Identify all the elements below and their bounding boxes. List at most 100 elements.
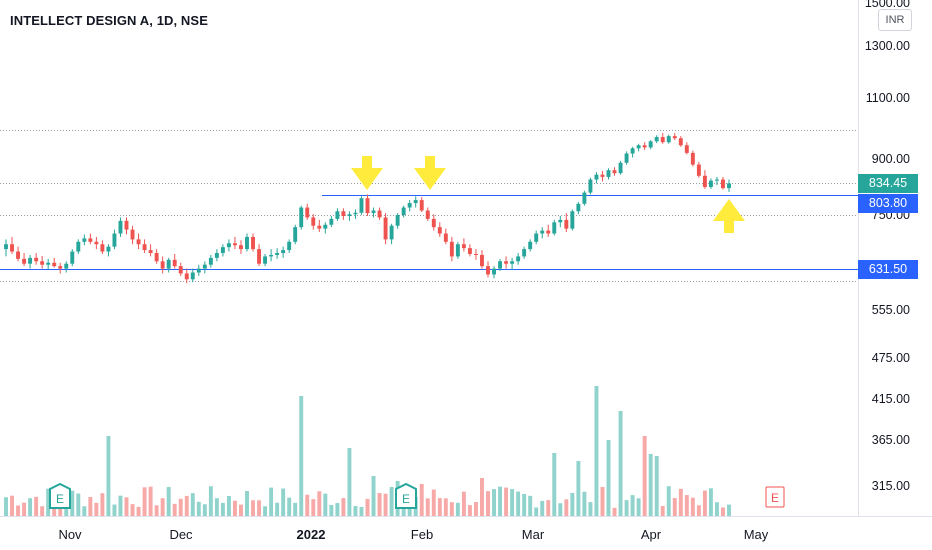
candle-body — [365, 198, 370, 214]
volume-bar — [136, 506, 141, 516]
candle-body — [389, 225, 394, 240]
volume-bar — [727, 504, 731, 516]
candle-body — [329, 218, 334, 225]
candle-body — [22, 258, 27, 264]
currency-selector[interactable]: INR — [878, 9, 912, 31]
candle-body — [160, 261, 165, 269]
volume-bar — [142, 487, 147, 516]
candle-body — [136, 239, 141, 245]
volume-bar — [4, 497, 8, 516]
candle-body — [10, 244, 14, 252]
earnings-marker-icon: E — [395, 482, 417, 509]
earnings-marker-icon: E — [765, 486, 785, 508]
volume-bar — [721, 507, 725, 516]
candle-body — [660, 137, 665, 143]
volume-bar — [46, 488, 51, 516]
volume-bar — [437, 498, 442, 516]
volume-bar — [239, 504, 243, 516]
volume-bar — [16, 505, 21, 516]
price-levels — [0, 195, 858, 270]
candle-body — [702, 175, 707, 187]
candle-body — [666, 136, 671, 143]
candle-body — [480, 254, 484, 267]
candle-body — [546, 230, 551, 234]
candle-body — [347, 214, 352, 216]
candle-body — [202, 264, 207, 269]
price-axis[interactable]: 1500.001300.001100.00900.00750.00555.004… — [865, 0, 910, 493]
candle-body — [407, 203, 412, 208]
volume-bar — [528, 495, 533, 516]
volume-bar — [269, 487, 274, 516]
volume-bar — [88, 497, 93, 516]
volume-bar — [510, 489, 515, 516]
candle-body — [40, 261, 45, 265]
earnings-letter: E — [771, 491, 779, 505]
volume-bar — [371, 476, 376, 516]
candle-body — [678, 138, 683, 146]
volume-bar — [696, 505, 701, 516]
volume-bar — [480, 478, 484, 516]
x-tick-label: Apr — [641, 527, 662, 542]
candle-body — [130, 229, 135, 240]
volume-bar — [666, 486, 671, 516]
x-tick-label: 2022 — [297, 527, 326, 542]
volume-bar — [714, 502, 719, 516]
candle-body — [636, 145, 641, 149]
volume-bar — [281, 488, 286, 516]
candle-body — [196, 268, 201, 273]
candle-body — [178, 266, 183, 274]
volume-bar — [618, 411, 623, 516]
candle-body — [100, 244, 105, 252]
arrow-head — [414, 168, 446, 190]
volume-bar — [648, 454, 653, 516]
candle-body — [473, 253, 478, 255]
candle-body — [594, 174, 599, 180]
down-arrow-icon — [351, 156, 383, 190]
volume-bar — [552, 453, 557, 516]
volume-bar — [299, 396, 304, 516]
volume-bar — [70, 490, 75, 516]
candle-body — [239, 245, 243, 250]
volume-bar — [461, 491, 466, 516]
volume-bar — [220, 502, 225, 516]
candle-body — [190, 272, 195, 280]
candle-body — [82, 238, 87, 242]
y-tick-label: 365.00 — [872, 433, 910, 447]
volume-bar — [660, 506, 665, 516]
x-tick-label: Mar — [522, 527, 545, 542]
earnings-letter: E — [402, 492, 410, 506]
volume-bar — [708, 488, 713, 516]
time-axis[interactable]: Nov Dec 2022 Feb Mar Apr May — [58, 527, 768, 542]
volume-bar — [588, 502, 593, 516]
candle-body — [245, 236, 249, 250]
chart-title: INTELLECT DESIGN A, 1D, NSE — [10, 13, 208, 28]
volume-bar — [516, 491, 521, 516]
candle-body — [612, 170, 617, 174]
volume-bar — [558, 503, 563, 516]
volume-bar — [335, 503, 340, 516]
y-tick-label: 475.00 — [872, 351, 910, 365]
volume-bar — [353, 506, 358, 516]
candle-body — [498, 261, 503, 269]
candle-body — [58, 266, 63, 269]
volume-bar — [214, 498, 219, 516]
volume-bar — [576, 461, 581, 516]
x-tick-label: Feb — [411, 527, 433, 542]
candle-body — [94, 241, 99, 245]
candle-body — [34, 257, 39, 262]
volume-bar — [498, 486, 503, 516]
down-arrow-icon — [414, 156, 446, 190]
y-tick-label: 315.00 — [872, 479, 910, 493]
candle-body — [672, 136, 677, 139]
candlestick-series — [4, 133, 731, 284]
volume-bar — [293, 502, 298, 516]
volume-bar — [10, 495, 14, 516]
candle-body — [311, 217, 316, 226]
volume-bar — [365, 498, 370, 516]
volume-bar — [190, 493, 195, 516]
candle-body — [305, 207, 310, 218]
candle-body — [341, 211, 346, 216]
earnings-badge — [395, 482, 417, 509]
x-tick-label: Dec — [169, 527, 193, 542]
